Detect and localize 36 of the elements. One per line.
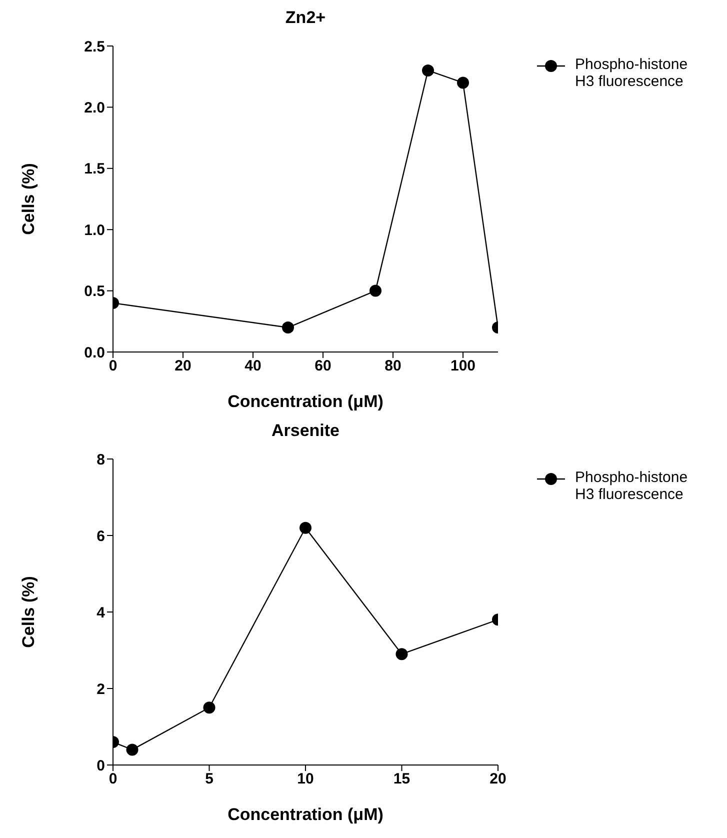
x-tick-label: 60 bbox=[314, 358, 332, 375]
y-tick-label: 2 bbox=[96, 680, 105, 698]
y-tick-label: 0.0 bbox=[84, 344, 105, 362]
y-tick-label: 2.0 bbox=[84, 100, 105, 117]
x-tick-label: 20 bbox=[490, 770, 506, 788]
point bbox=[422, 64, 434, 76]
y-axis-title: Cells (%) bbox=[19, 576, 38, 648]
point bbox=[457, 76, 469, 89]
chart-title: Zn2+ bbox=[284, 8, 327, 29]
x-tick-label: 10 bbox=[297, 770, 314, 788]
x-tick-label: 20 bbox=[174, 358, 192, 375]
y-tick-label: 8 bbox=[96, 451, 105, 468]
chart-title: Arsenite bbox=[270, 421, 341, 442]
x-tick-label: 15 bbox=[393, 770, 410, 788]
point bbox=[203, 702, 216, 714]
point bbox=[282, 322, 294, 334]
y-tick-label: 0.5 bbox=[84, 283, 105, 300]
point bbox=[300, 522, 312, 534]
legend-label: Phospho-histone H3 fluorescence bbox=[575, 56, 689, 90]
y-tick-label: 0 bbox=[96, 757, 105, 774]
x-tick-label: 0 bbox=[108, 358, 118, 375]
x-tick-label: 100 bbox=[450, 358, 476, 375]
x-tick-label: 80 bbox=[384, 358, 402, 375]
y-tick-label: 1.5 bbox=[84, 160, 105, 178]
y-tick-label: 1.0 bbox=[84, 222, 105, 239]
x-tick-label: 0 bbox=[108, 770, 118, 788]
legend-label: Phospho-histone H3 fluorescence bbox=[575, 469, 689, 503]
y-tick-label: 6 bbox=[96, 528, 105, 545]
x-tick-label: 40 bbox=[244, 358, 262, 375]
x-tick-label: 5 bbox=[205, 770, 214, 788]
y-tick-label: 2.5 bbox=[84, 38, 105, 56]
x-axis-title: Concentration (μM) bbox=[228, 805, 384, 824]
x-axis-title: Concentration (μM) bbox=[228, 392, 384, 411]
point bbox=[370, 284, 382, 297]
y-tick-label: 4 bbox=[96, 604, 106, 622]
y-axis-title: Cells (%) bbox=[19, 163, 38, 235]
